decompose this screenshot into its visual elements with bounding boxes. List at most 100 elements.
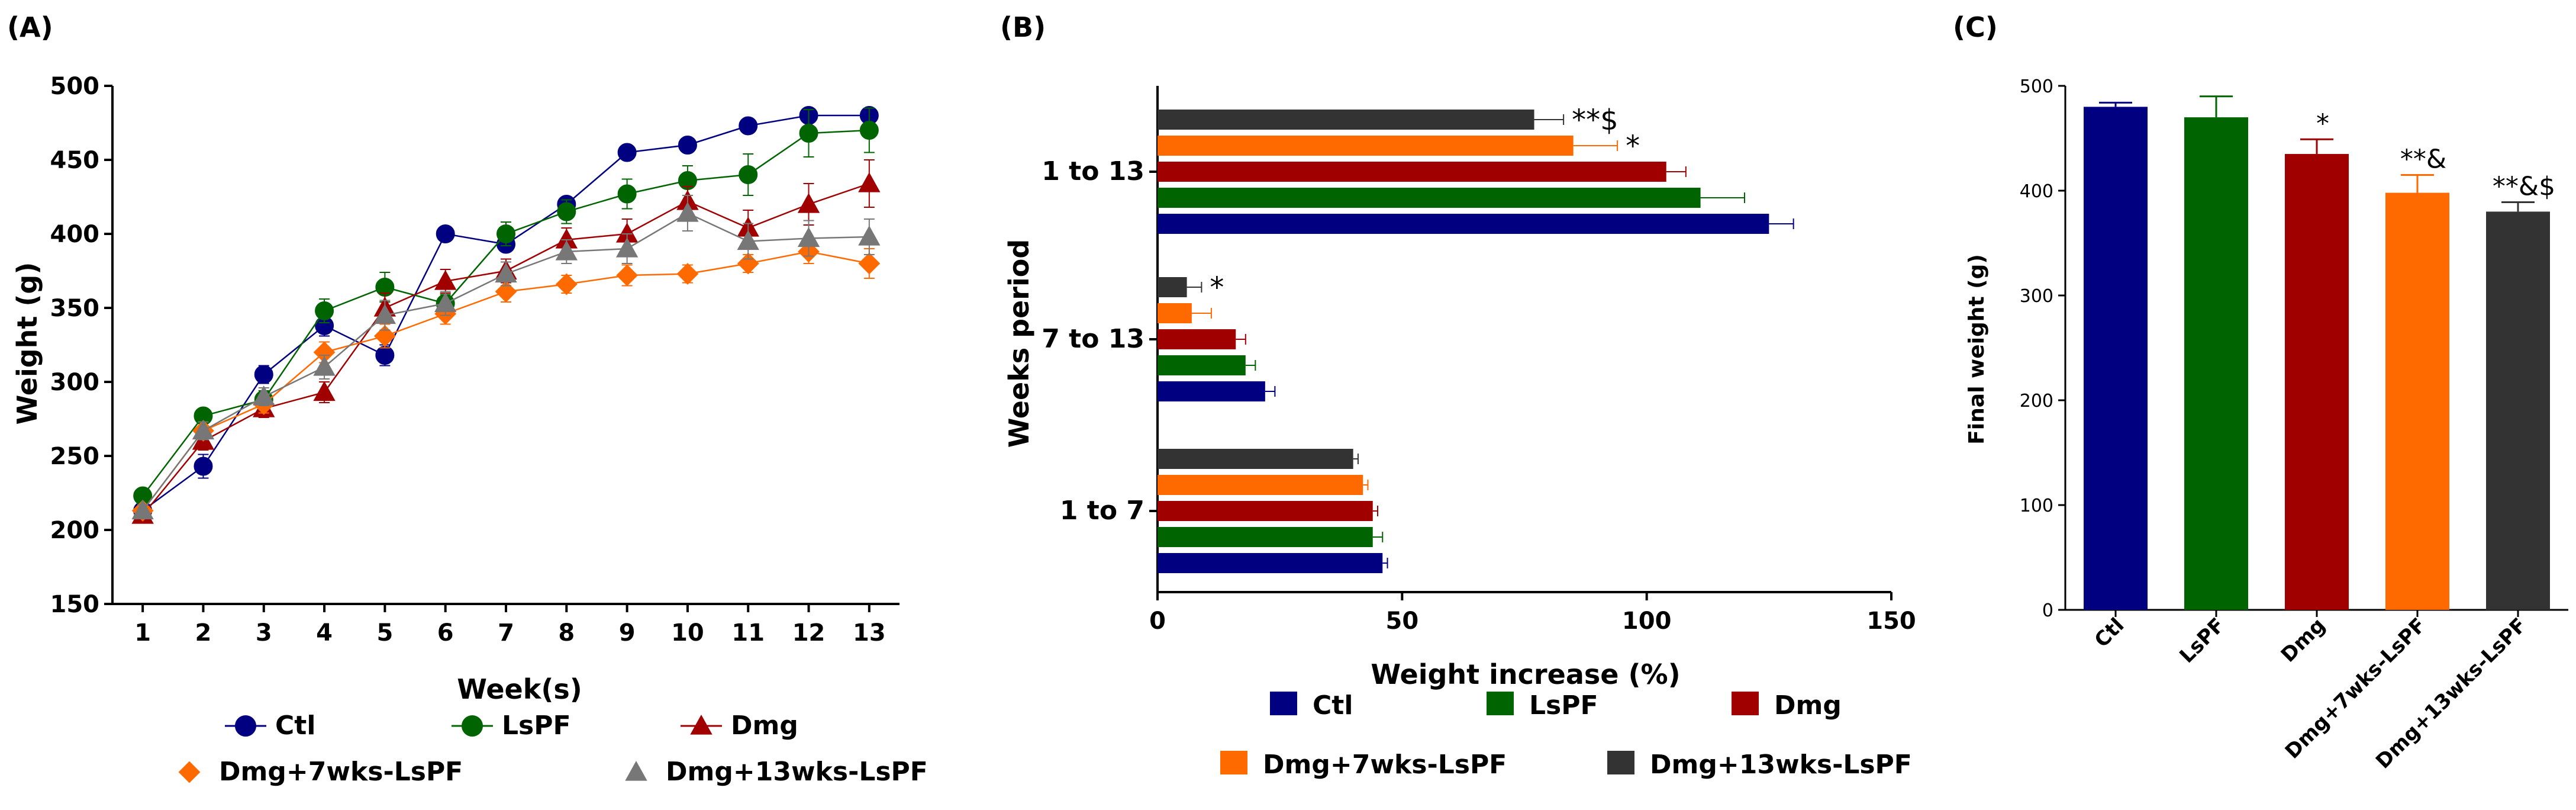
data-point-ctl	[194, 458, 212, 475]
significance-marker: *	[2316, 108, 2329, 139]
data-point-dmg	[314, 382, 334, 401]
data-point-ctl	[739, 117, 757, 135]
legend-label: Ctl	[275, 711, 315, 741]
bar-dmg-13wks-lspf	[2486, 202, 2550, 610]
panel-a-label: (A)	[7, 11, 53, 43]
bar-lspf	[2184, 97, 2248, 610]
legend-swatch-dmg-7wks-lspf	[1220, 751, 1247, 774]
bar-lspf	[1158, 527, 1373, 547]
legend-marker-dmg-13wks-lspf	[626, 762, 646, 780]
panel-b-x-tick-label: 50	[1385, 608, 1418, 635]
panel-c-y-tick-label: 0	[2042, 600, 2053, 621]
legend-label: Dmg+7wks-LsPF	[1263, 750, 1507, 780]
panel-b-legend: Ctl LsPF DmgDmg+7wks-LsPF Dmg+13wks-LsPF	[1220, 690, 1912, 780]
panel-a-x-tick-label: 7	[498, 619, 514, 647]
data-point-lspf	[497, 225, 515, 243]
legend-label: Dmg	[1774, 690, 1842, 721]
data-point-ctl	[255, 366, 273, 384]
panel-c-bars	[2084, 97, 2550, 610]
series-lspf	[134, 108, 878, 505]
panel-a-y-tick-label: 200	[50, 517, 100, 544]
legend-swatch-lspf	[1487, 692, 1514, 715]
panel-b-x-axis-title: Weight increase (%)	[1371, 658, 1680, 690]
legend-label: Dmg+7wks-LsPF	[219, 757, 463, 787]
legend-item-dmg-7wks-lspf: Dmg+7wks-LsPF	[1220, 750, 1507, 780]
bar-group-1-to-13	[1158, 110, 1794, 234]
series-line-lspf	[143, 130, 869, 496]
panel-a-x-tick-label: 13	[853, 619, 886, 647]
panel-a-axes	[112, 86, 899, 604]
data-point-dmg	[859, 173, 879, 192]
panel-c-y-axis-title: Final weight (g)	[1965, 254, 1989, 445]
panel-a-x-tick-label: 1	[134, 619, 151, 647]
series-dmg	[133, 160, 879, 523]
significance-marker: *	[1626, 130, 1640, 163]
data-point-dmg-13wks-lspf	[859, 227, 879, 245]
legend-marker-ctl	[236, 716, 256, 736]
bar-dmg	[1158, 162, 1666, 182]
panel-c-y-tick-label: 400	[2020, 181, 2053, 202]
panel-b-y-axis-title: Weeks period	[1003, 239, 1035, 448]
panel-a-x-tick-label: 4	[316, 619, 333, 647]
series-line-dmg-13wks-lspf	[143, 213, 869, 511]
panel-c-label: (C)	[1953, 11, 1998, 43]
bar-rect-dmg-7wks-lspf	[2385, 193, 2449, 610]
bar-dmg-7wks-lspf	[1158, 136, 1574, 156]
panel-a-x-tick-label: 10	[671, 619, 704, 647]
panel-b-y-tick-label: 7 to 13	[1042, 324, 1144, 354]
data-point-ctl	[618, 144, 636, 162]
legend-item-dmg: Dmg	[1732, 690, 1842, 721]
bar-ctl	[1158, 553, 1382, 573]
bar-ctl	[1158, 214, 1769, 234]
data-point-lspf	[800, 124, 818, 142]
panel-a-series	[133, 107, 879, 523]
panel-b-x-tick-label: 100	[1622, 608, 1672, 635]
data-point-dmg-7wks-lspf	[678, 264, 698, 284]
panel-b-x-tick-label: 150	[1866, 608, 1916, 635]
data-point-dmg	[799, 194, 819, 213]
legend-marker-dmg	[691, 716, 711, 734]
bar-dmg-13wks-lspf	[1158, 110, 1534, 130]
bar-dmg	[1158, 329, 1236, 349]
data-point-dmg-7wks-lspf	[859, 253, 879, 274]
significance-marker: **$	[1572, 104, 1619, 137]
bar-ctl	[2084, 102, 2148, 610]
legend-marker-dmg-7wks-lspf	[179, 762, 199, 782]
data-point-lspf	[618, 185, 636, 203]
data-point-lspf	[860, 121, 878, 139]
legend-label: Dmg+13wks-LsPF	[666, 757, 928, 787]
panel-a-x-tick-label: 12	[792, 619, 826, 647]
legend-item-lspf: LsPF	[1487, 690, 1598, 721]
panel-a-y-tick-label: 350	[50, 295, 100, 322]
panel-c-x-tick-label: Dmg	[2277, 613, 2330, 667]
panel-b-label: (B)	[1000, 11, 1046, 43]
legend-swatch-ctl	[1270, 692, 1297, 715]
bar-dmg-13wks-lspf	[1158, 277, 1187, 297]
figure: (A) 150200250300350400450500 1 2 3 4 5 6 7 8 9 10…	[0, 0, 2576, 810]
panel-a-x-tick-label: 2	[195, 619, 212, 647]
panel-b-bars	[1158, 110, 1794, 573]
legend-item-dmg-13wks-lspf: Dmg+13wks-LsPF	[1607, 750, 1912, 780]
data-point-dmg-7wks-lspf	[617, 265, 637, 285]
data-point-dmg-7wks-lspf	[556, 274, 576, 294]
data-point-lspf	[557, 203, 575, 221]
bar-dmg-7wks-lspf	[1158, 475, 1363, 495]
panel-b-x-tick-label: 0	[1149, 608, 1166, 635]
legend-swatch-dmg	[1732, 692, 1759, 715]
panel-a-legend: Ctl LsPF Dmg Dmg+7wks-LsPF Dmg+13wks-LsPF	[179, 711, 928, 787]
panel-a-x-tick-label: 6	[437, 619, 454, 647]
panel-a-x-tick-label: 11	[731, 619, 765, 647]
bar-group-1-to-7	[1158, 449, 1388, 573]
bar-ctl	[1158, 381, 1265, 401]
panel-c-annotations: * **& **&$	[2316, 108, 2555, 201]
data-point-dmg-13wks-lspf	[314, 357, 334, 375]
legend-item-dmg-13wks-lspf: Dmg+13wks-LsPF	[626, 757, 928, 787]
panel-c-x-tick-label: LsPF	[2175, 613, 2229, 668]
legend-item-lspf: LsPF	[452, 711, 571, 741]
bar-rect-dmg	[2285, 154, 2349, 610]
significance-marker: **&$	[2493, 171, 2555, 201]
significance-marker: *	[1210, 271, 1224, 304]
bar-dmg-7wks-lspf	[2385, 175, 2449, 610]
panel-a-x-tick-label: 8	[558, 619, 575, 647]
